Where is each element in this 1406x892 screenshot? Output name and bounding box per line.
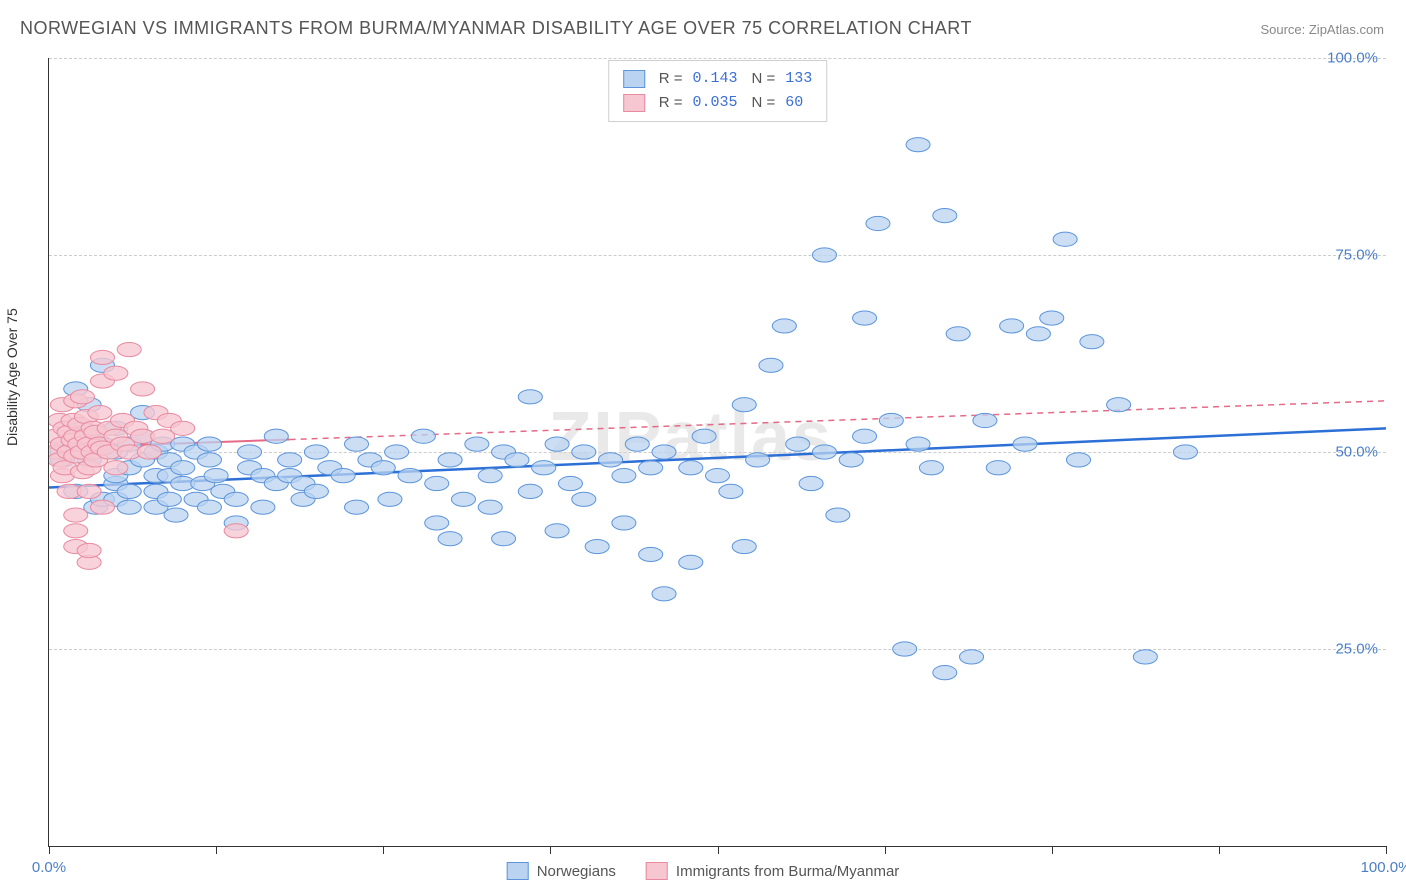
n-label: N =: [752, 91, 776, 115]
xtick: [550, 846, 551, 854]
xtick: [1386, 846, 1387, 854]
series-legend: Norwegians Immigrants from Burma/Myanmar: [507, 862, 900, 880]
legend-item-immigrants: Immigrants from Burma/Myanmar: [646, 862, 899, 880]
xtick: [49, 846, 50, 854]
chart-plot-area: ZIPatlas R = 0.143 N = 133 R = 0.035 N =…: [48, 58, 1386, 847]
legend-row-blue: R = 0.143 N = 133: [623, 67, 813, 91]
legend-label: Immigrants from Burma/Myanmar: [676, 863, 899, 880]
xtick: [1219, 846, 1220, 854]
xtick: [383, 846, 384, 854]
legend-swatch-blue: [507, 862, 529, 880]
legend-swatch-pink: [646, 862, 668, 880]
y-axis-label: Disability Age Over 75: [4, 308, 20, 446]
r-value: 0.035: [692, 91, 737, 115]
legend-swatch-blue: [623, 70, 645, 88]
legend-row-pink: R = 0.035 N = 60: [623, 91, 813, 115]
xtick: [216, 846, 217, 854]
r-label: R =: [659, 67, 683, 91]
xtick-label: 0.0%: [32, 859, 66, 876]
legend-swatch-pink: [623, 94, 645, 112]
correlation-legend: R = 0.143 N = 133 R = 0.035 N = 60: [608, 60, 828, 122]
n-label: N =: [752, 67, 776, 91]
xtick: [1052, 846, 1053, 854]
r-label: R =: [659, 91, 683, 115]
xtick: [885, 846, 886, 854]
xtick: [718, 846, 719, 854]
chart-title: NORWEGIAN VS IMMIGRANTS FROM BURMA/MYANM…: [20, 18, 972, 39]
legend-label: Norwegians: [537, 863, 616, 880]
n-value: 60: [785, 91, 803, 115]
legend-item-norwegians: Norwegians: [507, 862, 616, 880]
xtick-label: 100.0%: [1361, 859, 1406, 876]
scatter-plot-svg: [49, 58, 1386, 846]
n-value: 133: [785, 67, 812, 91]
r-value: 0.143: [692, 67, 737, 91]
source-attribution: Source: ZipAtlas.com: [1260, 22, 1384, 37]
